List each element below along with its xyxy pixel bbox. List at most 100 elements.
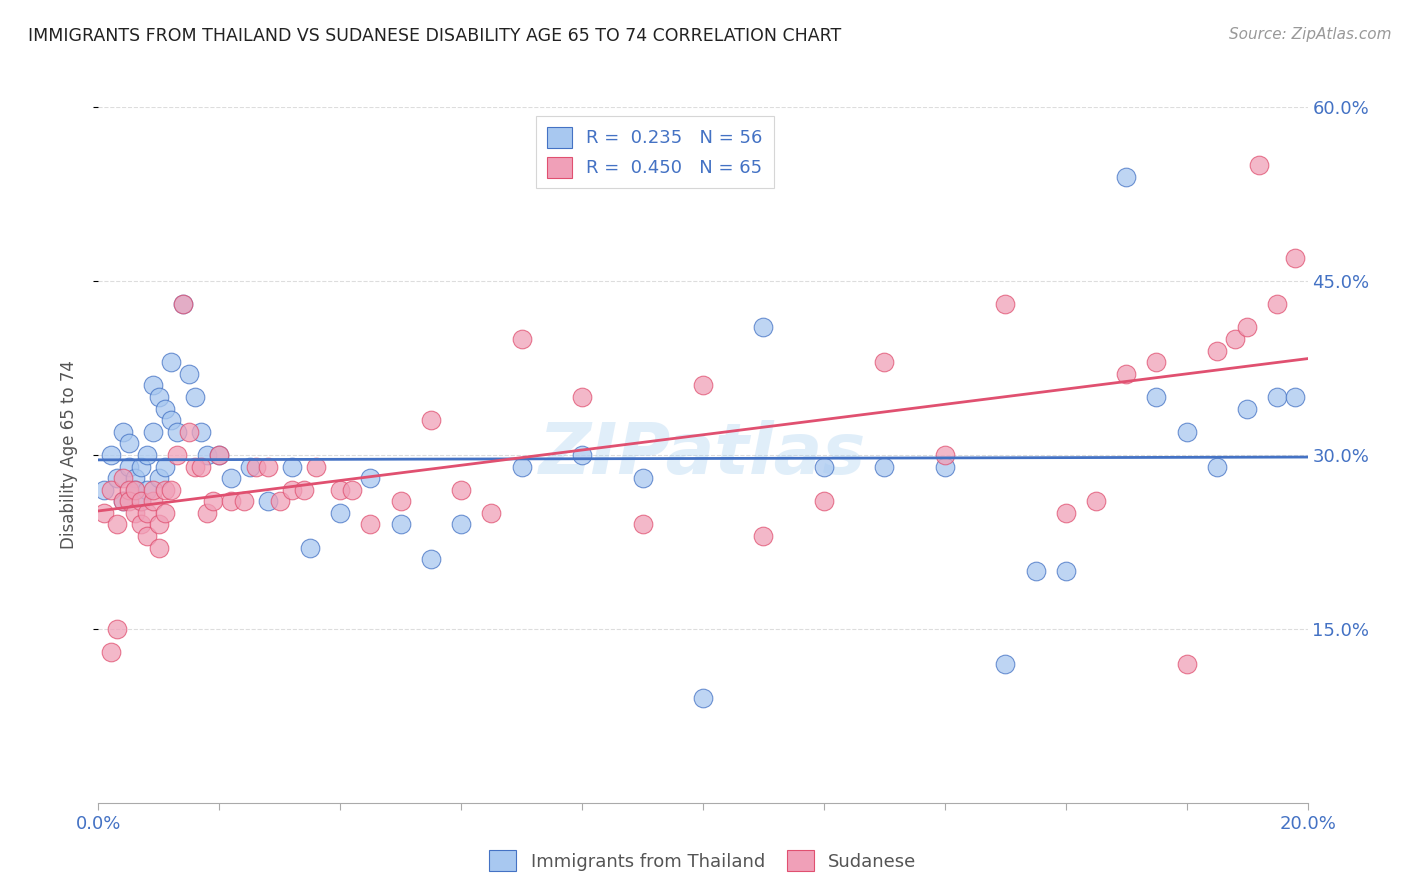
Point	[269, 494, 291, 508]
Point	[142, 483, 165, 497]
Point	[389, 494, 412, 508]
Point	[1267, 390, 1289, 404]
Legend: Immigrants from Thailand, Sudanese: Immigrants from Thailand, Sudanese	[482, 843, 924, 879]
Point	[692, 691, 714, 706]
Point	[118, 483, 141, 497]
Point	[571, 448, 593, 462]
Point	[93, 506, 115, 520]
Point	[135, 506, 157, 520]
Point	[360, 471, 382, 485]
Point	[420, 413, 443, 427]
Point	[873, 355, 896, 369]
Point	[1284, 251, 1306, 265]
Point	[124, 483, 146, 497]
Point	[124, 506, 146, 520]
Point	[221, 471, 243, 485]
Point	[153, 483, 176, 497]
Y-axis label: Disability Age 65 to 74: Disability Age 65 to 74	[59, 360, 77, 549]
Point	[420, 552, 443, 566]
Point	[1249, 158, 1271, 172]
Point	[1085, 494, 1108, 508]
Point	[1024, 564, 1046, 578]
Point	[1115, 367, 1137, 381]
Point	[342, 483, 364, 497]
Point	[100, 448, 122, 462]
Point	[1054, 564, 1077, 578]
Point	[179, 425, 201, 439]
Point	[245, 459, 267, 474]
Point	[195, 506, 218, 520]
Point	[153, 401, 176, 416]
Point	[160, 355, 183, 369]
Text: ZIPatlas: ZIPatlas	[540, 420, 866, 490]
Point	[118, 494, 141, 508]
Point	[184, 390, 207, 404]
Point	[111, 471, 134, 485]
Point	[450, 517, 472, 532]
Point	[360, 517, 382, 532]
Point	[1236, 320, 1258, 334]
Point	[129, 459, 152, 474]
Point	[202, 494, 225, 508]
Point	[232, 494, 254, 508]
Point	[994, 297, 1017, 311]
Point	[510, 332, 533, 346]
Point	[135, 448, 157, 462]
Point	[305, 459, 328, 474]
Text: Source: ZipAtlas.com: Source: ZipAtlas.com	[1229, 27, 1392, 42]
Point	[329, 483, 352, 497]
Point	[813, 459, 835, 474]
Point	[1267, 297, 1289, 311]
Point	[142, 494, 165, 508]
Point	[172, 297, 194, 311]
Point	[166, 425, 188, 439]
Point	[129, 517, 152, 532]
Text: IMMIGRANTS FROM THAILAND VS SUDANESE DISABILITY AGE 65 TO 74 CORRELATION CHART: IMMIGRANTS FROM THAILAND VS SUDANESE DIS…	[28, 27, 841, 45]
Point	[208, 448, 231, 462]
Point	[208, 448, 231, 462]
Point	[1144, 390, 1167, 404]
Point	[153, 506, 176, 520]
Point	[129, 494, 152, 508]
Point	[510, 459, 533, 474]
Point	[1175, 657, 1198, 671]
Point	[93, 483, 115, 497]
Point	[481, 506, 503, 520]
Point	[124, 471, 146, 485]
Point	[389, 517, 412, 532]
Point	[256, 459, 278, 474]
Point	[221, 494, 243, 508]
Point	[1206, 343, 1229, 358]
Point	[692, 378, 714, 392]
Point	[1223, 332, 1246, 346]
Point	[148, 390, 170, 404]
Point	[105, 517, 128, 532]
Point	[1054, 506, 1077, 520]
Legend: R =  0.235   N = 56, R =  0.450   N = 65: R = 0.235 N = 56, R = 0.450 N = 65	[536, 116, 773, 188]
Point	[1206, 459, 1229, 474]
Point	[752, 320, 775, 334]
Point	[450, 483, 472, 497]
Point	[172, 297, 194, 311]
Point	[160, 413, 183, 427]
Point	[124, 483, 146, 497]
Point	[166, 448, 188, 462]
Point	[148, 471, 170, 485]
Point	[752, 529, 775, 543]
Point	[813, 494, 835, 508]
Point	[329, 506, 352, 520]
Point	[299, 541, 322, 555]
Point	[1144, 355, 1167, 369]
Point	[100, 645, 122, 659]
Point	[111, 425, 134, 439]
Point	[256, 494, 278, 508]
Point	[1284, 390, 1306, 404]
Point	[118, 436, 141, 450]
Point	[1115, 169, 1137, 184]
Point	[1236, 401, 1258, 416]
Point	[934, 448, 956, 462]
Point	[631, 471, 654, 485]
Point	[994, 657, 1017, 671]
Point	[631, 517, 654, 532]
Point	[195, 448, 218, 462]
